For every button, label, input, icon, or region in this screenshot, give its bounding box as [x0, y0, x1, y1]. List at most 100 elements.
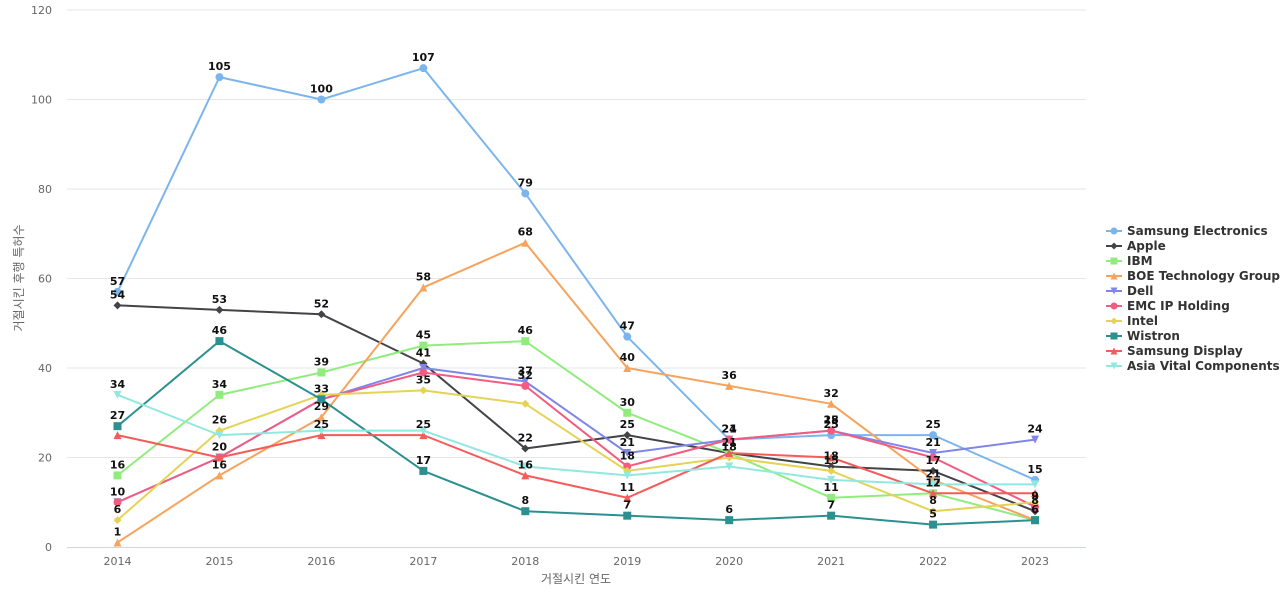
data-point: [521, 337, 530, 346]
data-point: [725, 381, 734, 390]
legend-label: Asia Vital Components: [1127, 359, 1280, 373]
data-label: 32: [823, 387, 838, 400]
data-label: 24: [1027, 423, 1043, 436]
series-line: [116, 393, 1037, 486]
series-line: [116, 371, 1037, 508]
data-label: 18: [722, 441, 737, 454]
data-point: [317, 368, 326, 377]
data-point: [1031, 489, 1040, 498]
legend-item-ibm[interactable]: IBM: [1106, 254, 1153, 268]
data-point: [623, 431, 632, 440]
grid-lines: [67, 9, 1086, 458]
data-point: [929, 449, 938, 458]
x-tick-label: 2015: [205, 555, 233, 568]
data-label: 30: [620, 396, 636, 409]
legend-item-dell[interactable]: Dell: [1106, 284, 1153, 298]
data-point: [827, 475, 836, 484]
legend-item-emc-ip-holding[interactable]: EMC IP Holding: [1106, 299, 1230, 313]
data-label: 46: [518, 324, 534, 337]
data-point: [113, 390, 122, 399]
legend-marker: [1110, 302, 1118, 310]
legend-item-apple[interactable]: Apple: [1106, 239, 1166, 253]
data-point: [929, 480, 938, 489]
data-label: 41: [416, 347, 431, 360]
data-point: [113, 538, 122, 547]
x-tick-label: 2016: [307, 555, 335, 568]
series-line: [116, 340, 1037, 522]
legend-item-samsung-display[interactable]: Samsung Display: [1106, 344, 1243, 358]
legend-marker: [1110, 362, 1118, 370]
legend-item-asia-vital-components[interactable]: Asia Vital Components: [1106, 359, 1280, 373]
data-label: 35: [416, 373, 431, 386]
y-tick-label: 100: [31, 94, 52, 107]
data-label: 8: [521, 494, 529, 507]
legend-marker: [1110, 242, 1118, 250]
data-label: 18: [823, 414, 838, 427]
data-label: 52: [314, 297, 329, 310]
x-tick-label: 2022: [919, 555, 947, 568]
data-point: [113, 301, 122, 310]
data-point: [113, 431, 122, 440]
legend-item-intel[interactable]: Intel: [1106, 314, 1158, 328]
data-point: [521, 189, 530, 198]
legend-item-samsung-electronics[interactable]: Samsung Electronics: [1106, 224, 1268, 238]
data-label: 7: [827, 499, 835, 512]
legend-marker: [1110, 257, 1118, 265]
data-point: [521, 471, 530, 480]
data-label: 10: [110, 485, 126, 498]
series-line: [116, 389, 1037, 522]
data-point: [113, 422, 122, 431]
data-point: [827, 462, 836, 471]
y-tick-label: 0: [45, 541, 52, 554]
data-label: 25: [314, 418, 329, 431]
data-point: [827, 426, 836, 435]
y-axis-ticks: 0 20 40 60 80 100 120: [31, 4, 52, 554]
data-point: [521, 399, 530, 408]
data-point: [215, 431, 224, 440]
data-point: [725, 462, 734, 471]
legend-marker: [1110, 347, 1118, 355]
data-label: 11: [823, 481, 838, 494]
data-point: [317, 431, 326, 440]
legend-item-wistron[interactable]: Wistron: [1106, 329, 1180, 343]
data-point: [113, 471, 122, 480]
data-label: 25: [925, 418, 940, 431]
data-point: [623, 364, 632, 372]
data-point: [623, 408, 632, 417]
legend-label: Intel: [1127, 314, 1158, 328]
data-point: [827, 493, 836, 502]
data-point: [113, 516, 122, 525]
data-point: [419, 386, 428, 395]
data-label: 15: [823, 454, 838, 467]
series-line: [116, 340, 1037, 526]
data-label: 17: [925, 476, 940, 489]
x-tick-label: 2014: [104, 555, 132, 568]
data-point: [317, 426, 326, 435]
data-label: 25: [416, 418, 431, 431]
data-label: 17: [925, 454, 940, 467]
legend-label: IBM: [1127, 254, 1153, 268]
data-label: 21: [620, 436, 635, 449]
data-point: [215, 337, 224, 346]
legend-item-boe-technology-group[interactable]: BOE Technology Group: [1106, 269, 1280, 283]
data-label: 21: [722, 423, 737, 436]
data-point: [419, 283, 428, 292]
data-point: [419, 431, 428, 440]
data-label: 32: [518, 369, 533, 382]
data-point: [113, 498, 122, 507]
data-point: [623, 511, 632, 520]
data-point: [725, 435, 734, 444]
data-label: 54: [110, 288, 126, 301]
data-point: [725, 516, 734, 525]
data-label: 7: [623, 499, 631, 512]
data-point: [929, 431, 938, 440]
data-label: 100: [310, 83, 333, 96]
legend-label: Samsung Electronics: [1127, 224, 1268, 238]
data-point: [317, 95, 326, 104]
data-label: 15: [1027, 463, 1042, 476]
data-label: 27: [110, 409, 125, 422]
data-label: 12: [925, 476, 940, 489]
data-point: [623, 332, 632, 341]
